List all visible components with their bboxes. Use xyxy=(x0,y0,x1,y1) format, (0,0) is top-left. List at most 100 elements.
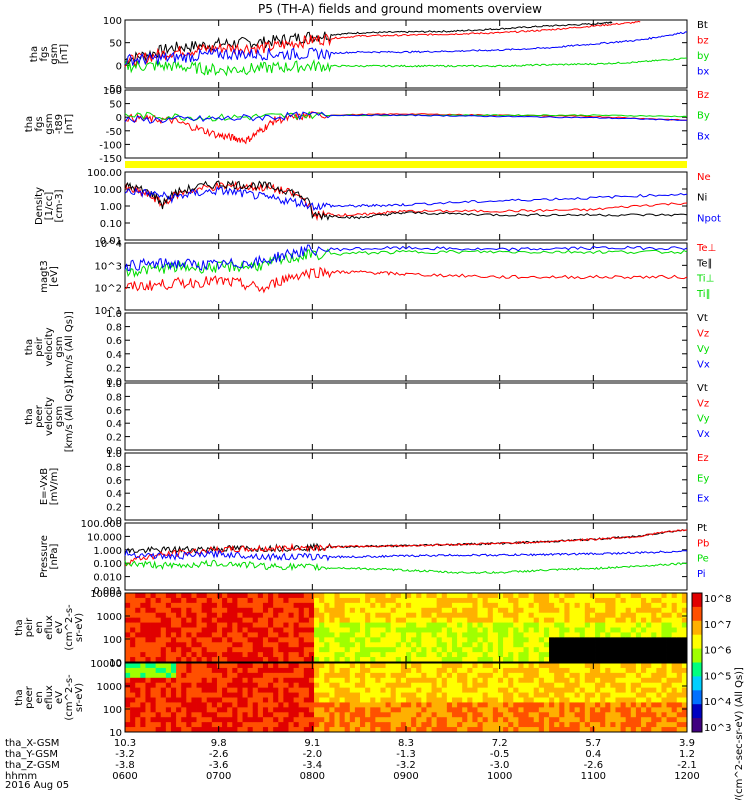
spectrogram-cell xyxy=(247,622,254,628)
spectrogram-cell xyxy=(564,652,570,658)
spectrogram-cell xyxy=(303,647,310,653)
spectrogram-cell xyxy=(579,632,586,638)
spectrogram-cell xyxy=(170,692,177,698)
y-axis-label: [km/s (All Qs)] xyxy=(64,381,75,453)
spectrogram-cell xyxy=(441,637,448,643)
spectrogram-cell xyxy=(370,657,376,663)
spectrogram-cell xyxy=(257,632,264,638)
spectrogram-cell xyxy=(513,627,519,633)
spectrogram-cell xyxy=(293,617,300,623)
spectrogram-cell xyxy=(329,702,335,708)
spectrogram-cell xyxy=(600,607,606,614)
spectrogram-cell xyxy=(533,697,540,703)
spectrogram-cell xyxy=(671,617,678,623)
y-tick-label: 0.001 xyxy=(93,586,122,597)
spectrogram-cell xyxy=(559,607,565,614)
spectrogram-cell xyxy=(181,637,187,643)
spectrogram-cell xyxy=(160,593,167,599)
spectrogram-cell xyxy=(252,622,259,628)
spectrogram-cell xyxy=(615,717,621,723)
spectrogram-cell xyxy=(375,593,381,599)
spectrogram-cell xyxy=(365,712,371,718)
spectrogram-cell xyxy=(385,692,392,698)
spectrogram-cell xyxy=(676,687,683,693)
spectrogram-cell xyxy=(262,687,269,693)
spectrogram-cell xyxy=(549,702,555,708)
spectrogram-cell xyxy=(559,642,565,648)
spectrogram-cell xyxy=(595,597,601,604)
spectrogram-cell xyxy=(227,607,233,614)
spectrogram-cell xyxy=(380,663,386,669)
spectrogram-cell xyxy=(273,593,279,599)
spectrogram-cell xyxy=(661,597,667,604)
spectrogram-cell xyxy=(186,593,192,599)
spectrogram-cell xyxy=(595,612,601,619)
spectrogram-cell xyxy=(273,692,279,698)
spectrogram-cell xyxy=(145,597,151,604)
spectrogram-cell xyxy=(232,602,238,609)
spectrogram-cell xyxy=(293,687,300,693)
spectrogram-cell xyxy=(227,632,233,638)
spectrogram-cell xyxy=(395,657,402,663)
spectrogram-cell xyxy=(370,602,376,609)
spectrogram-cell xyxy=(247,617,254,623)
spectrogram-cell xyxy=(186,617,192,623)
spectrogram-cell xyxy=(477,717,484,723)
spectrogram-cell xyxy=(416,722,422,728)
spectrogram-cell xyxy=(216,642,223,648)
spectrogram-cell xyxy=(370,637,376,643)
spectrogram-cell xyxy=(441,652,448,658)
spectrogram-cell xyxy=(549,593,555,599)
spectrogram-cell xyxy=(140,663,146,669)
spectrogram-cell xyxy=(487,657,494,663)
spectrogram-cell xyxy=(319,707,325,713)
spectrogram-cell xyxy=(595,677,601,684)
spectrogram-cell xyxy=(385,642,392,648)
spectrogram-cell xyxy=(625,612,632,619)
spectrogram-cell xyxy=(533,722,540,728)
spectrogram-cell xyxy=(150,642,157,648)
spectrogram-cell xyxy=(431,663,438,669)
spectrogram-cell xyxy=(268,707,274,713)
spectrogram-cell xyxy=(661,632,667,638)
legend-entry: Vx xyxy=(697,360,710,371)
spectrogram-cell xyxy=(344,627,351,633)
spectrogram-cell xyxy=(477,652,484,658)
spectrogram-cell xyxy=(165,707,172,713)
spectrogram-cell xyxy=(595,712,601,718)
spectrogram-cell xyxy=(329,687,335,693)
spectrogram-cell xyxy=(523,637,530,643)
spectrogram-cell xyxy=(482,597,489,604)
spectrogram-cell xyxy=(268,632,274,638)
spectrogram-cell xyxy=(360,602,366,609)
spectrogram-cell xyxy=(268,593,274,599)
spectrogram-cell xyxy=(176,697,182,703)
spectrogram-cell xyxy=(487,702,494,708)
spectrogram-cell xyxy=(661,692,667,698)
time-axis-value: 9.8 xyxy=(211,738,227,749)
spectrogram-cell xyxy=(247,667,254,674)
spectrogram-cell xyxy=(559,612,565,619)
spectrogram-cell xyxy=(344,612,351,619)
spectrogram-cell xyxy=(262,717,269,723)
spectrogram-cell xyxy=(503,702,509,708)
spectrogram-cell xyxy=(150,612,157,619)
spectrogram-cell xyxy=(472,722,478,728)
spectrogram-cell xyxy=(319,627,325,633)
spectrogram-cell xyxy=(610,722,616,728)
spectrogram-cell xyxy=(339,672,346,679)
spectrogram-cell xyxy=(339,652,346,658)
spectrogram-cell xyxy=(334,632,340,638)
colorbar-tick-label: 10^3 xyxy=(704,723,731,734)
spectrogram-cell xyxy=(329,627,335,633)
spectrogram-cell xyxy=(186,672,192,679)
spectrogram-cell xyxy=(191,642,197,648)
spectrogram-cell xyxy=(278,663,284,669)
spectrogram-cell xyxy=(370,677,376,684)
spectrogram-cell xyxy=(676,607,683,614)
spectrogram-cell xyxy=(191,692,197,698)
spectrogram-cell xyxy=(252,663,259,669)
spectrogram-cell xyxy=(426,702,432,708)
spectrogram-cell xyxy=(543,652,550,658)
spectrogram-cell xyxy=(610,647,616,653)
